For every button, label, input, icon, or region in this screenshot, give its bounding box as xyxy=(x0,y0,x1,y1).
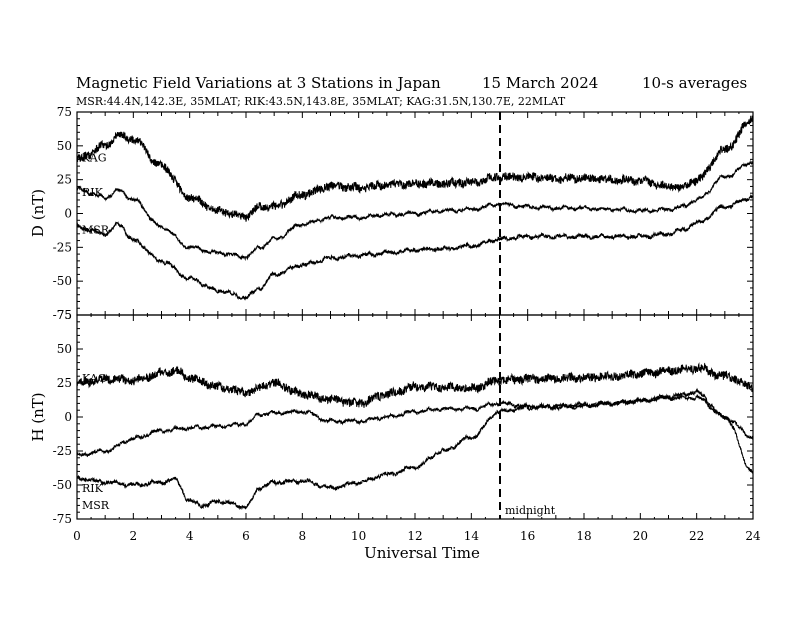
series-line-msr xyxy=(76,387,754,510)
y-tick-label: 25 xyxy=(57,173,72,187)
series-label-msr: MSR xyxy=(82,499,110,512)
y-tick-label: -50 xyxy=(53,478,72,492)
y-tick-label: 75 xyxy=(57,308,72,322)
chart-date: 15 March 2024 xyxy=(482,74,598,92)
series-line-msr xyxy=(76,193,754,301)
y-tick-label: 50 xyxy=(57,139,72,153)
x-tick-label: 24 xyxy=(745,529,761,543)
series-line-rik xyxy=(76,393,754,458)
y-tick-label: -50 xyxy=(53,274,72,288)
series-label-kag: KAG xyxy=(82,152,107,165)
y-tick-label: 25 xyxy=(57,376,72,390)
y-axis-label-d: D (nT) xyxy=(29,189,47,237)
x-tick-label: 2 xyxy=(130,529,138,543)
series-line-kag xyxy=(76,362,754,408)
x-tick-label: 16 xyxy=(520,529,535,543)
y-tick-label: -75 xyxy=(53,512,72,526)
x-tick-label: 4 xyxy=(186,529,194,543)
x-tick-label: 18 xyxy=(576,529,591,543)
panel-declination: 75 50 25 0 -25 -50 -75 KAG RIK MSR xyxy=(53,105,754,322)
x-tick-label: 20 xyxy=(633,529,648,543)
chart-averaging: 10-s averages xyxy=(642,74,747,92)
x-axis-label: Universal Time xyxy=(364,544,480,562)
series-line-kag xyxy=(76,115,754,222)
station-info: MSR:44.4N,142.3E, 35MLAT; RIK:43.5N,143.… xyxy=(76,95,566,108)
panel-frame xyxy=(76,314,754,520)
y-axis-label-h: H (nT) xyxy=(29,392,47,441)
y-tick-label: -75 xyxy=(53,308,72,322)
series-line-rik xyxy=(76,159,754,262)
chart-title: Magnetic Field Variations at 3 Stations … xyxy=(76,74,441,92)
x-tick-label: 22 xyxy=(689,529,704,543)
x-tick-label: 0 xyxy=(73,529,81,543)
series-label-rik: RIK xyxy=(82,186,104,199)
x-tick-label: 6 xyxy=(242,529,250,543)
x-tick-label: 8 xyxy=(299,529,307,543)
x-tick-label: 14 xyxy=(464,529,480,543)
x-tick-label: 10 xyxy=(351,529,366,543)
x-tick-label: 12 xyxy=(407,529,422,543)
series-label-kag: KAG xyxy=(82,372,107,385)
series-label-msr: MSR xyxy=(82,223,110,236)
y-tick-label: 50 xyxy=(57,342,72,356)
series-label-rik: RIK xyxy=(82,482,104,495)
y-tick-label: 0 xyxy=(64,207,72,221)
y-tick-label: 0 xyxy=(64,410,72,424)
y-tick-label: 75 xyxy=(57,105,72,119)
y-tick-label: -25 xyxy=(53,444,72,458)
midnight-label: midnight xyxy=(505,504,556,517)
y-tick-label: -25 xyxy=(53,240,72,254)
